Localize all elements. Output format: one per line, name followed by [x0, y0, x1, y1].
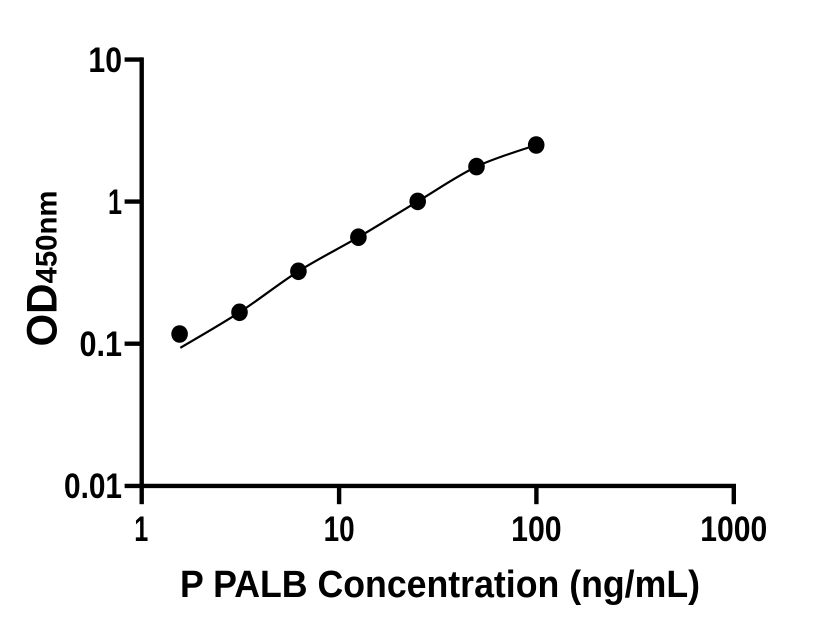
- svg-text:100: 100: [511, 510, 562, 549]
- svg-text:0.1: 0.1: [80, 325, 123, 364]
- svg-text:1: 1: [134, 510, 148, 549]
- svg-text:0.01: 0.01: [64, 467, 122, 506]
- svg-text:10: 10: [88, 41, 122, 80]
- svg-text:1: 1: [108, 183, 122, 222]
- svg-text:P PALB Concentration (ng/mL): P PALB Concentration (ng/mL): [180, 563, 700, 606]
- svg-text:OD450nm: OD450nm: [19, 191, 67, 347]
- svg-text:10: 10: [324, 510, 355, 549]
- svg-text:1000: 1000: [700, 510, 767, 549]
